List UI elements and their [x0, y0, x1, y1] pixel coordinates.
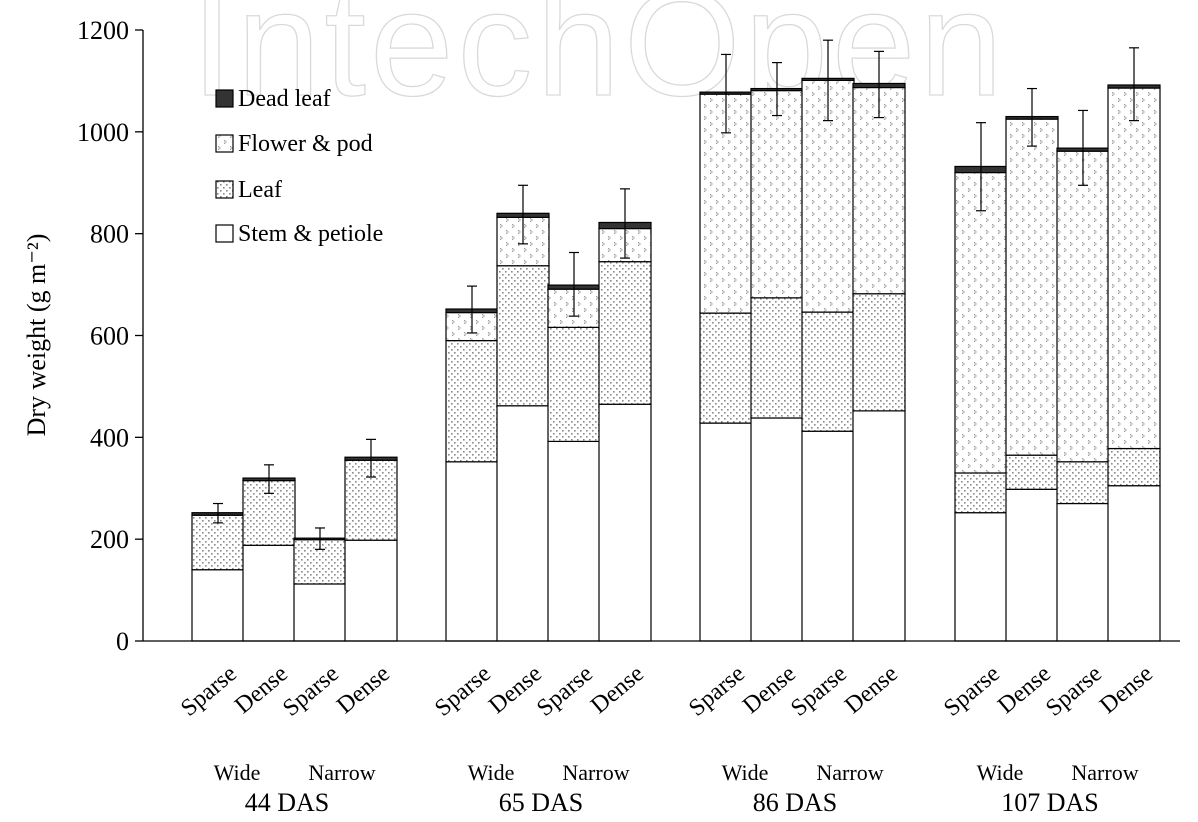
- x-group-label: 44 DAS: [245, 788, 330, 817]
- x-category-label: Sparse: [430, 661, 496, 722]
- bar-segment-stem-petiole: [1107, 485, 1161, 642]
- x-category-label: Sparse: [786, 661, 852, 722]
- x-subgroup-label-wide: Wide: [214, 760, 261, 785]
- x-subgroup-label-wide: Wide: [468, 760, 515, 785]
- bars-layer: [191, 77, 1161, 642]
- legend-swatch-leaf: [215, 180, 234, 199]
- x-category-label: Sparse: [278, 661, 344, 722]
- bar-segment-leaf: [496, 265, 550, 407]
- legend-swatch-stem-petiole: [215, 224, 234, 243]
- bar-segment-leaf: [750, 297, 804, 419]
- legend-label-stem-petiole: Stem & petiole: [238, 221, 383, 247]
- bar-segment-leaf: [547, 326, 601, 443]
- x-category-label: Dense: [586, 661, 649, 719]
- legend-swatch-dead-leaf: [215, 89, 234, 108]
- bar-segment-flower-pod: [1107, 87, 1161, 450]
- bar-segment-flower-pod: [1056, 150, 1110, 463]
- legend-item-stem-petiole: Stem & petiole: [215, 221, 383, 247]
- legend-label-flower-pod: Flower & pod: [238, 131, 373, 157]
- bar-segment-stem-petiole: [1005, 488, 1059, 642]
- bar-segment-leaf: [445, 339, 499, 463]
- legend-item-leaf: Leaf: [215, 177, 282, 203]
- bar-segment-stem-petiole: [699, 422, 753, 642]
- x-subgroup-label-narrow: Narrow: [308, 760, 375, 785]
- legend-label-dead-leaf: Dead leaf: [238, 86, 331, 112]
- x-subgroup-label-wide: Wide: [722, 760, 769, 785]
- x-category-label: Sparse: [939, 661, 1005, 722]
- bar-segment-stem-petiole: [344, 539, 398, 642]
- bar-segment-leaf: [598, 261, 652, 405]
- bar-segment-flower-pod: [1005, 118, 1059, 456]
- x-category-label: Sparse: [176, 661, 242, 722]
- x-subgroup-label-narrow: Narrow: [816, 760, 883, 785]
- legend: Dead leaf Flower & pod Leaf Stem & petio…: [215, 86, 383, 247]
- legend-swatch-flower-pod: [215, 134, 234, 153]
- x-category-label: Dense: [1095, 661, 1158, 719]
- legend-item-dead-leaf: Dead leaf: [215, 86, 331, 112]
- bar-segment-leaf: [801, 311, 855, 432]
- bar-segment-stem-petiole: [445, 461, 499, 642]
- legend-label-leaf: Leaf: [238, 177, 282, 203]
- bar-segment-leaf: [1005, 454, 1059, 490]
- x-category-label: Sparse: [532, 661, 598, 722]
- bar-segment-stem-petiole: [242, 544, 296, 642]
- bar-segment-stem-petiole: [293, 583, 347, 642]
- x-group-label: 107 DAS: [1001, 788, 1099, 817]
- bar-segment-leaf: [1107, 447, 1161, 487]
- bar-segment-leaf: [191, 514, 245, 571]
- bar-segment-flower-pod: [954, 171, 1008, 474]
- bar-segment-stem-petiole: [801, 430, 855, 642]
- bar-segment-stem-petiole: [954, 512, 1008, 642]
- x-category-label: Dense: [484, 661, 547, 719]
- x-group-label: 65 DAS: [499, 788, 584, 817]
- y-axis-label: Dry weight (g m⁻²): [22, 234, 51, 437]
- x-category-label: Sparse: [1041, 661, 1107, 722]
- y-tick-label: 800: [90, 220, 129, 249]
- bar-segment-leaf: [1056, 461, 1110, 505]
- bar-segment-leaf: [954, 472, 1008, 514]
- bar-segment-stem-petiole: [852, 410, 906, 642]
- bar-segment-stem-petiole: [496, 405, 550, 642]
- x-subgroup-label-narrow: Narrow: [562, 760, 629, 785]
- axes: 0 200 400 600 800 1000 1200 Dry weight (g m⁻²): [22, 16, 1180, 656]
- y-tick-label: 1200: [77, 16, 129, 45]
- error-bars-layer: [213, 39, 1139, 550]
- y-ticks: 0 200 400 600 800 1000 1200: [77, 16, 143, 656]
- x-subgroup-label-narrow: Narrow: [1071, 760, 1138, 785]
- x-category-label: Dense: [993, 661, 1056, 719]
- y-tick-label: 0: [116, 627, 129, 656]
- bar-segment-stem-petiole: [1056, 502, 1110, 642]
- x-category-label: Dense: [230, 661, 293, 719]
- x-subgroup-label-wide: Wide: [977, 760, 1024, 785]
- bar-segment-stem-petiole: [191, 569, 245, 642]
- x-category-label: Dense: [738, 661, 801, 719]
- bar-segment-flower-pod: [852, 86, 906, 295]
- bar-segment-leaf: [852, 293, 906, 412]
- y-tick-label: 200: [90, 525, 129, 554]
- y-tick-label: 1000: [77, 118, 129, 147]
- bar-segment-flower-pod: [750, 89, 804, 299]
- bar-segment-leaf: [699, 312, 753, 424]
- bar-segment-stem-petiole: [750, 417, 804, 642]
- bar-segment-leaf: [344, 459, 398, 541]
- x-category-label: Dense: [840, 661, 903, 719]
- legend-item-flower-pod: Flower & pod: [215, 131, 373, 157]
- bar-segment-stem-petiole: [547, 440, 601, 642]
- y-tick-label: 400: [90, 423, 129, 452]
- x-group-label: 86 DAS: [753, 788, 838, 817]
- x-category-label: Dense: [332, 661, 395, 719]
- bar-segment-stem-petiole: [598, 403, 652, 642]
- y-tick-label: 600: [90, 322, 129, 351]
- x-category-label: Sparse: [684, 661, 750, 722]
